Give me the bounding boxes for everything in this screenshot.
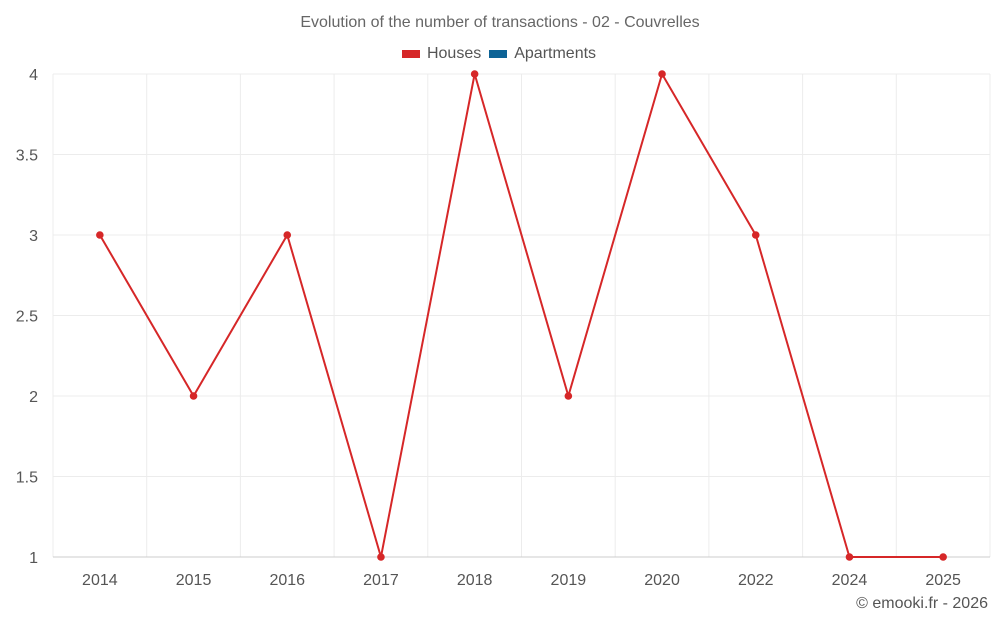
x-tick-label: 2017 <box>363 572 399 589</box>
legend-label-houses: Houses <box>426 45 482 62</box>
y-tick-label: 1 <box>29 550 38 567</box>
data-point <box>845 553 854 561</box>
y-tick-label: 2.5 <box>16 309 38 326</box>
chart-legend: Houses Apartments <box>0 45 1000 63</box>
legend-item-houses[interactable]: Houses <box>401 45 482 63</box>
x-tick-label: 2019 <box>551 572 587 589</box>
data-point <box>939 553 947 561</box>
data-point <box>377 553 385 561</box>
x-tick-label: 2022 <box>738 572 774 589</box>
x-tick-label: 2018 <box>457 572 493 589</box>
x-tick-label: 2024 <box>832 572 868 589</box>
series-line-houses <box>98 73 944 558</box>
x-tick-label: 2016 <box>269 572 305 589</box>
legend-item-apartments[interactable]: Apartments <box>489 45 596 63</box>
data-point <box>283 231 292 239</box>
x-tick-label: 2015 <box>176 572 212 589</box>
data-point <box>470 70 479 78</box>
data-point <box>96 231 104 239</box>
chart-title: Evolution of the number of transactions … <box>300 14 700 31</box>
data-point <box>658 70 666 78</box>
legend-swatch-houses <box>401 50 420 58</box>
x-tick-label: 2014 <box>82 572 118 589</box>
data-point <box>751 231 760 239</box>
y-tick-label: 2 <box>29 389 38 406</box>
footer-credit: © emooki.fr - 2026 <box>856 595 988 612</box>
y-tick-label: 3 <box>29 228 38 245</box>
x-tick-label: 2020 <box>644 572 680 589</box>
y-tick-label: 1.5 <box>16 470 38 487</box>
y-tick-label: 4 <box>29 67 38 84</box>
x-tick-label: 2025 <box>925 572 961 589</box>
legend-label-apartments: Apartments <box>514 45 597 62</box>
data-point <box>564 392 573 400</box>
data-point <box>189 392 198 400</box>
legend-swatch-apartments <box>489 50 508 58</box>
y-tick-label: 3.5 <box>16 148 38 165</box>
